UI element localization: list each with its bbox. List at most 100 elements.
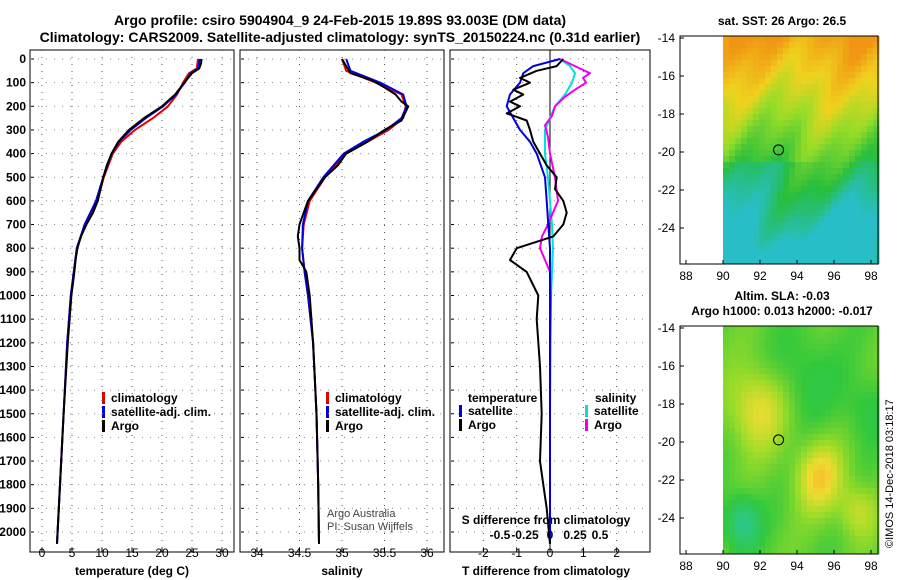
- map-cell: [861, 120, 868, 127]
- map-cell: [723, 494, 730, 501]
- map-cell: [747, 350, 754, 357]
- map-cell: [831, 506, 838, 513]
- map-cell: [795, 350, 802, 357]
- map-cell: [783, 96, 790, 103]
- map-cell: [735, 132, 742, 139]
- map-cell: [837, 66, 844, 73]
- map-cell: [765, 216, 772, 223]
- map-cell: [813, 180, 820, 187]
- map-cell: [801, 120, 808, 127]
- map-cell: [771, 132, 778, 139]
- map-cell: [801, 374, 808, 381]
- map-cell: [813, 410, 820, 417]
- map-cell: [747, 386, 754, 393]
- series-argo: [296, 58, 410, 544]
- map-cell: [825, 78, 832, 85]
- map-cell: [771, 120, 778, 127]
- map-cell: [777, 386, 784, 393]
- map-cell: [867, 512, 874, 519]
- map-cell: [741, 542, 748, 549]
- map-cell: [831, 228, 838, 235]
- map-cell: [765, 422, 772, 429]
- map-cell: [759, 506, 766, 513]
- map-cell: [771, 48, 778, 55]
- map-cell: [747, 356, 754, 363]
- map-cell: [801, 410, 808, 417]
- map-cell: [819, 90, 826, 97]
- map-cell: [777, 422, 784, 429]
- map-cell: [777, 482, 784, 489]
- map-cell: [777, 494, 784, 501]
- map-cell: [789, 204, 796, 211]
- map-cell: [759, 216, 766, 223]
- map-cell: [825, 186, 832, 193]
- map-cell: [867, 398, 874, 405]
- map-cell: [735, 240, 742, 247]
- map-cell: [741, 108, 748, 115]
- map-cell: [825, 96, 832, 103]
- map-cell: [783, 162, 790, 169]
- map-cell: [753, 258, 760, 265]
- lat-tick-label: -20: [658, 145, 676, 159]
- lon-tick-label: 92: [753, 269, 767, 283]
- map-cell: [723, 548, 730, 555]
- map-cell: [867, 476, 874, 483]
- map-cell: [765, 488, 772, 495]
- x-tick-label: 2: [613, 546, 620, 560]
- x-tick-label: 15: [125, 546, 139, 560]
- map-cell: [807, 410, 814, 417]
- map-cell: [735, 210, 742, 217]
- map-cell: [777, 168, 784, 175]
- map-cell: [729, 542, 736, 549]
- map-cell: [831, 446, 838, 453]
- map-cell: [867, 42, 874, 49]
- map-cell: [819, 494, 826, 501]
- map-cell: [723, 482, 730, 489]
- map-cell: [783, 54, 790, 61]
- map-cell: [747, 434, 754, 441]
- map-cell: [771, 476, 778, 483]
- map-cell: [837, 72, 844, 79]
- map-cell: [741, 386, 748, 393]
- map-cell: [831, 108, 838, 115]
- map-cell: [795, 374, 802, 381]
- map-cell: [843, 252, 850, 259]
- map-cell: [867, 356, 874, 363]
- map-cell: [741, 422, 748, 429]
- map-cell: [735, 72, 742, 79]
- map-cell: [789, 326, 796, 333]
- map-cell: [777, 344, 784, 351]
- map-cell: [807, 326, 814, 333]
- map-cell: [771, 108, 778, 115]
- map-cell: [843, 482, 850, 489]
- map-cell: [741, 42, 748, 49]
- map-cell: [843, 258, 850, 265]
- map-cell: [753, 144, 760, 151]
- map-cell: [789, 252, 796, 259]
- map-cell: [795, 458, 802, 465]
- map-cell: [861, 168, 868, 175]
- map-cell: [825, 144, 832, 151]
- map-cell: [753, 452, 760, 459]
- map-cell: [807, 168, 814, 175]
- map-cell: [861, 36, 868, 43]
- map-cell: [825, 374, 832, 381]
- map-cell: [753, 338, 760, 345]
- map-cell: [837, 506, 844, 513]
- map-cell: [795, 404, 802, 411]
- map-cell: [783, 542, 790, 549]
- map-cell: [801, 452, 808, 459]
- map-cell: [729, 174, 736, 181]
- map-cell: [741, 338, 748, 345]
- map-cell: [783, 428, 790, 435]
- map-cell: [795, 42, 802, 49]
- map-cell: [735, 174, 742, 181]
- map-cell: [807, 434, 814, 441]
- map-cell: [801, 114, 808, 121]
- map-cell: [777, 458, 784, 465]
- map-cell: [861, 380, 868, 387]
- map-cell: [741, 168, 748, 175]
- map-cell: [783, 536, 790, 543]
- map-cell: [789, 150, 796, 157]
- map-cell: [723, 114, 730, 121]
